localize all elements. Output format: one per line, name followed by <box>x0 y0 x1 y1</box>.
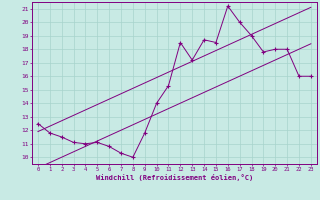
X-axis label: Windchill (Refroidissement éolien,°C): Windchill (Refroidissement éolien,°C) <box>96 174 253 181</box>
